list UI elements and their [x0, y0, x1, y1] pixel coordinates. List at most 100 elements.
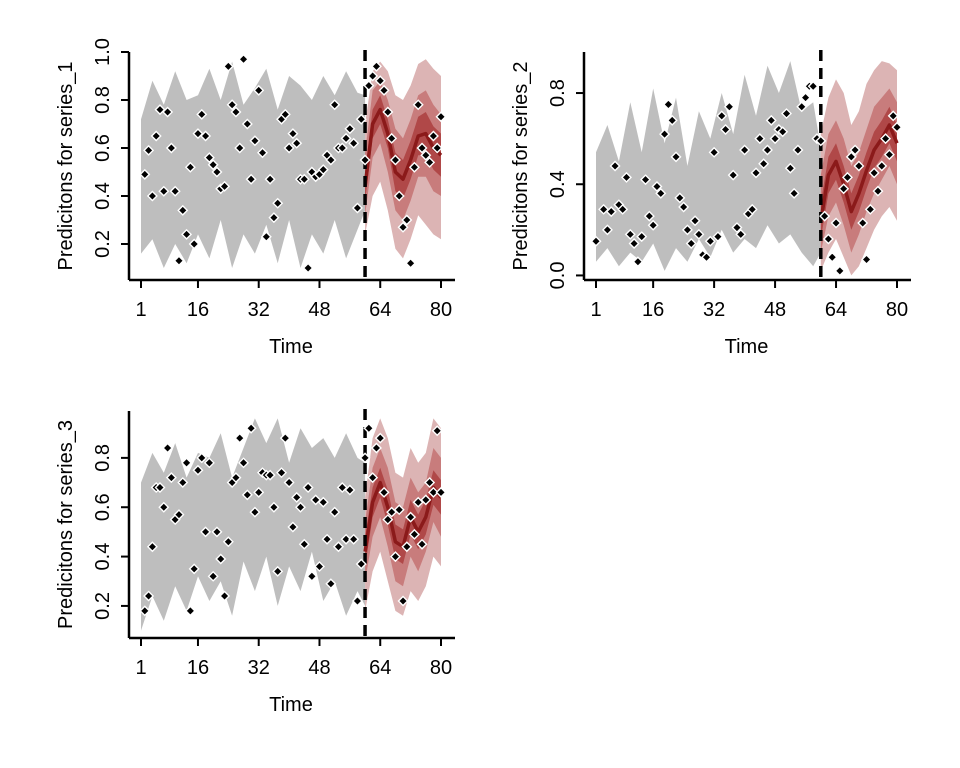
- observation-point: [188, 563, 200, 575]
- observation-point: [704, 235, 716, 247]
- observation-point: [723, 101, 735, 113]
- observation-point: [291, 491, 303, 503]
- observation-point: [272, 565, 284, 577]
- observation-point: [325, 154, 337, 166]
- y-tick-label: 0.2: [92, 230, 114, 258]
- observation-point: [336, 481, 348, 493]
- observation-point: [617, 203, 629, 215]
- observation-point: [590, 235, 602, 247]
- observation-point: [389, 551, 401, 563]
- y-axis-title: Predicitons for series_2: [510, 62, 532, 271]
- observation-point: [253, 486, 265, 498]
- observation-point: [207, 159, 219, 171]
- y-tick-label: 0.4: [92, 543, 114, 571]
- observation-point: [624, 228, 636, 240]
- observation-point: [298, 173, 310, 185]
- observation-point: [169, 185, 181, 197]
- y-axis-title: Predicitons for series_1: [55, 62, 77, 271]
- plot-series-2: 1 16 32 48 64 80 0.0 0.4 0.8 Time Predicitons f…: [510, 50, 911, 358]
- observation-point: [222, 60, 234, 72]
- observation-point: [222, 536, 234, 548]
- observation-point: [883, 149, 895, 161]
- observation-point: [363, 80, 375, 92]
- forecast-median-line: [819, 123, 899, 221]
- observation-point: [861, 253, 873, 265]
- observation-point: [264, 173, 276, 185]
- observation-point: [853, 160, 865, 172]
- observation-point: [374, 432, 386, 444]
- observation-point: [424, 477, 436, 489]
- observation-point: [891, 121, 903, 133]
- y-ticks: 0.2 0.4 0.6 0.8: [92, 444, 129, 620]
- x-ticks: 1 16 32 48 64 80: [135, 638, 452, 679]
- observation-point: [351, 202, 363, 214]
- observation-point: [819, 210, 831, 222]
- observation-point: [177, 204, 189, 216]
- observation-point: [162, 442, 174, 454]
- observation-point: [367, 70, 379, 82]
- observation-point: [340, 533, 352, 545]
- x-tick-label: 16: [642, 299, 664, 321]
- y-tick-label: 0.2: [92, 592, 114, 620]
- axes: [127, 411, 455, 640]
- observation-point: [781, 108, 792, 120]
- x-axis-title: Time: [269, 694, 313, 716]
- y-tick-label: 0.0: [547, 262, 569, 290]
- observations: [139, 53, 447, 274]
- observation-point: [238, 457, 250, 469]
- observation-point: [408, 528, 420, 540]
- observation-point: [393, 190, 405, 202]
- observation-point: [249, 135, 261, 147]
- plot-series-1: 1 16 32 48 64 80 0.2 0.4 0.6 0.8 1.0 Time Predici…: [55, 38, 455, 358]
- forecast-median: [363, 107, 443, 187]
- observation-point: [363, 422, 375, 434]
- observation-point: [689, 215, 701, 227]
- observation-point: [260, 231, 272, 243]
- observation-point: [408, 161, 420, 173]
- observation-point: [321, 533, 333, 545]
- observation-point: [279, 108, 291, 120]
- observation-point: [268, 212, 280, 224]
- observation-point: [769, 133, 781, 145]
- observation-point: [655, 187, 667, 199]
- observation-point: [620, 171, 632, 183]
- history-band: [141, 61, 366, 268]
- observation-point: [401, 214, 413, 226]
- observation-point: [405, 257, 417, 269]
- observation-point: [200, 130, 212, 142]
- x-ticks: 1 16 32 48 64 80: [590, 280, 908, 321]
- observation-point: [389, 154, 401, 166]
- observation-point: [340, 132, 352, 144]
- y-ticks: 0.2 0.4 0.6 0.8 1.0: [92, 38, 129, 258]
- observation-point: [872, 185, 884, 197]
- observation-point: [184, 161, 196, 173]
- observation-point: [605, 206, 617, 218]
- x-ticks: 1 16 32 48 64 80: [135, 280, 452, 321]
- y-tick-label: 0.8: [92, 444, 114, 472]
- observation-point: [287, 521, 299, 533]
- observation-point: [355, 113, 367, 125]
- observation-point: [796, 101, 808, 113]
- observation-point: [150, 130, 162, 142]
- x-tick-label: 80: [430, 657, 452, 679]
- axes: [582, 52, 911, 282]
- observation-point: [234, 432, 246, 444]
- observation-point: [192, 128, 204, 140]
- x-tick-label: 16: [187, 657, 209, 679]
- observation-point: [302, 481, 314, 493]
- observation-point: [845, 151, 857, 163]
- observation-point: [287, 128, 299, 140]
- observations: [139, 422, 447, 617]
- observation-point: [295, 501, 306, 513]
- history-band-area: [141, 418, 366, 631]
- observation-point: [887, 110, 899, 122]
- observation-point: [807, 80, 819, 92]
- observation-point: [154, 481, 166, 493]
- observation-point: [313, 560, 325, 572]
- y-tick-label: 0.4: [547, 170, 569, 198]
- history-band: [141, 418, 366, 631]
- y-tick-label: 0.6: [92, 134, 114, 162]
- observation-point: [435, 111, 447, 123]
- observation-point: [674, 192, 686, 204]
- observation-point: [628, 238, 640, 250]
